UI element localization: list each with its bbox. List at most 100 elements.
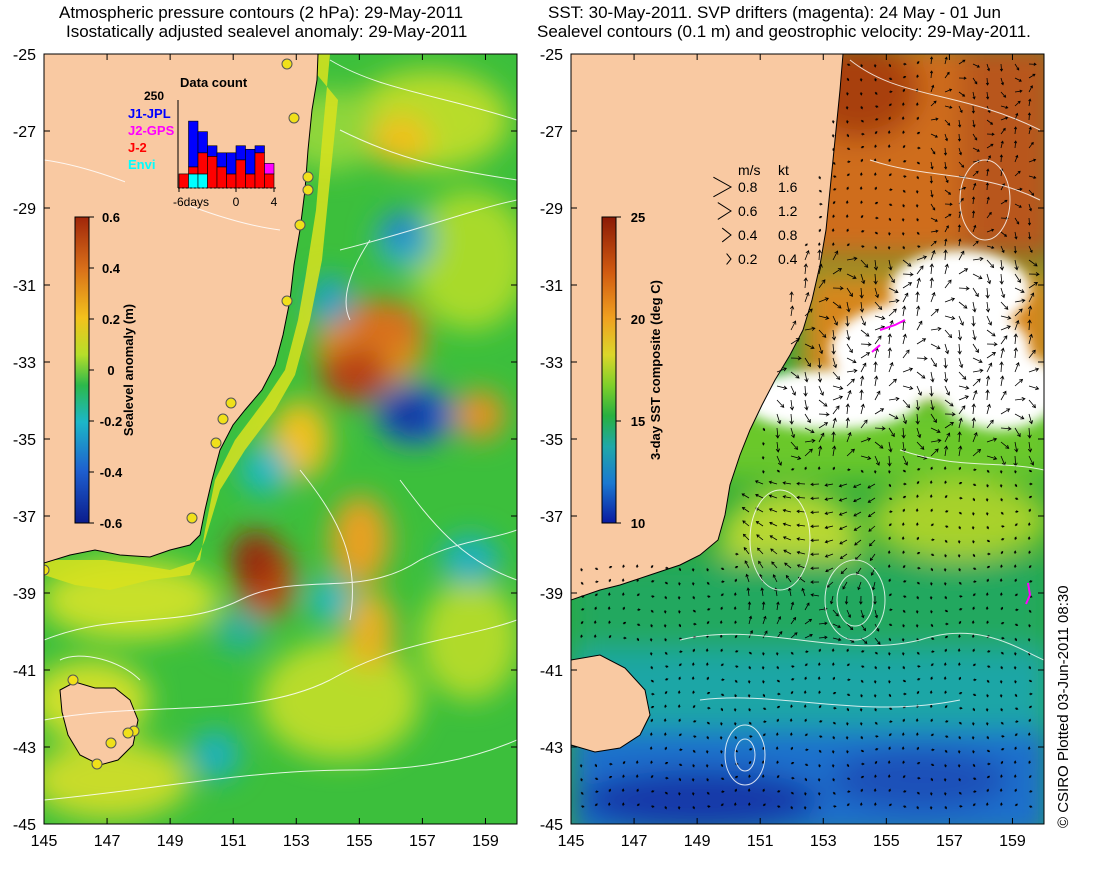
inset-bar-j2 [178,173,189,189]
left-lon-tick-label: 145 [31,833,58,850]
right-lon-tick-label: 157 [936,833,963,850]
right-lon-tick-label: 147 [621,833,648,850]
velocity-legend: m/s kt 0.8 1.6 0.6 1.2 0.4 0.8 0.2 0.4 [713,162,798,267]
right-lat-tick-label: -25 [540,47,563,64]
land-tasmania-right [571,654,651,753]
velocity-legend-kt: 0.8 [778,227,798,243]
right-lat-tick-label: -31 [540,278,563,295]
left-lat-tick-label: -41 [13,663,36,680]
left-lat-tick-label: -33 [13,355,36,372]
right-axes: 145 147 149 151 153 155 157 159 -25 -27 -29 -31 -33 -… [540,47,1044,850]
right-lat-tick-label: -45 [540,817,563,834]
left-lon-tick-label: 147 [94,833,121,850]
right-lat-tick-label: -33 [540,355,563,372]
inset-bar-j1 [245,148,256,175]
right-map [571,54,1044,824]
left-lat-tick-label: -35 [13,432,36,449]
left-lat-tick-label: -43 [13,740,36,757]
left-lat-tick-label: -45 [13,817,36,834]
right-lon-tick-label: 155 [873,833,900,850]
right-lon-tick-label: 145 [558,833,585,850]
velocity-legend-header-ms: m/s [738,162,761,178]
velocity-legend-rows: 0.8 1.6 0.6 1.2 0.4 0.8 0.2 0.4 [713,176,798,267]
sla-colorbar-tick-label: 0.6 [102,210,120,225]
inset-x-ticks: -6days 0 4 [173,188,278,209]
inset-legend-item: Envi [128,157,155,172]
velocity-arrows [579,56,1040,810]
inset-bar-j2 [207,156,218,189]
right-lat-tick-label: -43 [540,740,563,757]
inset-bar-j2 [254,152,265,189]
sst-colorbar-tick-label: 25 [631,210,645,225]
cloud-mask [740,250,1044,430]
sla-colorbar-ramp [74,216,90,524]
right-lon-tick-label: 159 [999,833,1026,850]
left-title-line2: Isostatically adjusted sealevel anomaly:… [66,22,468,41]
data-count-inset: Data count 250 J1-JPL J2-GPS J-2 Envi -6day… [125,75,280,209]
right-title-line2: Sealevel contours (0.1 m) and geostrophi… [537,22,1031,41]
inset-legend-item: J-2 [128,140,147,155]
sla-colorbar-tick-label: -0.2 [100,414,122,429]
sla-colorbar-tick-label: -0.6 [100,516,122,531]
sla-colorbar-tick-label: -0.4 [100,465,123,480]
sealevel-contours [679,59,1044,786]
velocity-legend-arrow [721,227,732,243]
right-lat-tick-label: -27 [540,124,563,141]
left-lat-tick-label: -25 [13,47,36,64]
inset-x-tick-label: -6days [173,195,209,209]
left-lat-tick-label: -39 [13,586,36,603]
sst-colorbar-tick-label: 20 [631,312,645,327]
sst-colorbar-label: 3-day SST composite (deg C) [648,280,663,460]
right-lat-tick-label: -29 [540,201,563,218]
sst-colorbar: 25 20 15 10 3-day SST composite (deg C) [601,210,663,531]
inset-bar-j2 [188,166,199,175]
inset-bar-j1 [207,145,218,157]
velocity-legend-ms: 0.2 [738,251,758,267]
inset-bar-j1 [216,152,227,168]
velocity-legend-kt: 1.2 [778,203,798,219]
land-tasmania [59,681,139,766]
left-lon-tick-label: 155 [346,833,373,850]
inset-bar-j1 [188,120,199,168]
sla-colorbar: 0.6 0.4 0.2 0 -0.2 -0.4 -0.6 Sealevel anomaly … [74,210,136,531]
right-lon-tick-label: 151 [747,833,774,850]
land-australia-right [571,54,844,601]
inset-legend: J1-JPL J2-GPS J-2 Envi [128,106,175,172]
velocity-legend-kt: 1.6 [778,179,798,195]
inset-bar-j2 [197,152,208,175]
right-lat-tick-label: -37 [540,509,563,526]
inset-bar-j2 [245,173,256,189]
sla-colorbar-tick-label: 0 [107,363,114,378]
right-lon-tick-label: 153 [810,833,837,850]
inset-x-tick-label: 0 [233,195,240,209]
velocity-legend-ms: 0.8 [738,179,758,195]
inset-bar-j1 [197,131,208,154]
svp-drifter-tracks [871,319,1032,605]
left-lon-tick-label: 153 [283,833,310,850]
velocity-legend-kt: 0.4 [778,251,798,267]
inset-bar-j1 [254,145,265,154]
left-axes: 145 147 149 151 153 155 157 159 -25 -27 -29 -31 -33 -… [13,47,517,850]
sst-colorbar-ticks: 25 20 15 10 [616,210,645,531]
inset-y-max: 250 [144,89,164,103]
left-lat-tick-label: -37 [13,509,36,526]
inset-title: Data count [180,75,248,90]
right-lat-tick-label: -35 [540,432,563,449]
left-lat-tick-label: -29 [13,201,36,218]
inset-bars [178,120,275,189]
right-lat-tick-label: -39 [540,586,563,603]
left-title-line1: Atmospheric pressure contours (2 hPa): 2… [59,3,464,22]
left-lon-tick-label: 159 [472,833,499,850]
tide-gauge-markers [44,58,314,770]
inset-legend-item: J2-GPS [128,123,175,138]
inset-bar-j2gps [264,163,275,175]
csiro-credit: © CSIRO Plotted 03-Jun-2011 08:30 [1055,585,1072,828]
left-lat-tick-label: -31 [13,278,36,295]
inset-bar-j2 [264,173,275,189]
right-lat-tick-label: -41 [540,663,563,680]
inset-bar-envi [188,173,199,189]
sla-colorbar-ticks: 0.6 0.4 0.2 0 -0.2 -0.4 -0.6 [89,210,123,531]
sst-colorbar-ramp [601,216,617,524]
right-lon-tick-label: 149 [684,833,711,850]
